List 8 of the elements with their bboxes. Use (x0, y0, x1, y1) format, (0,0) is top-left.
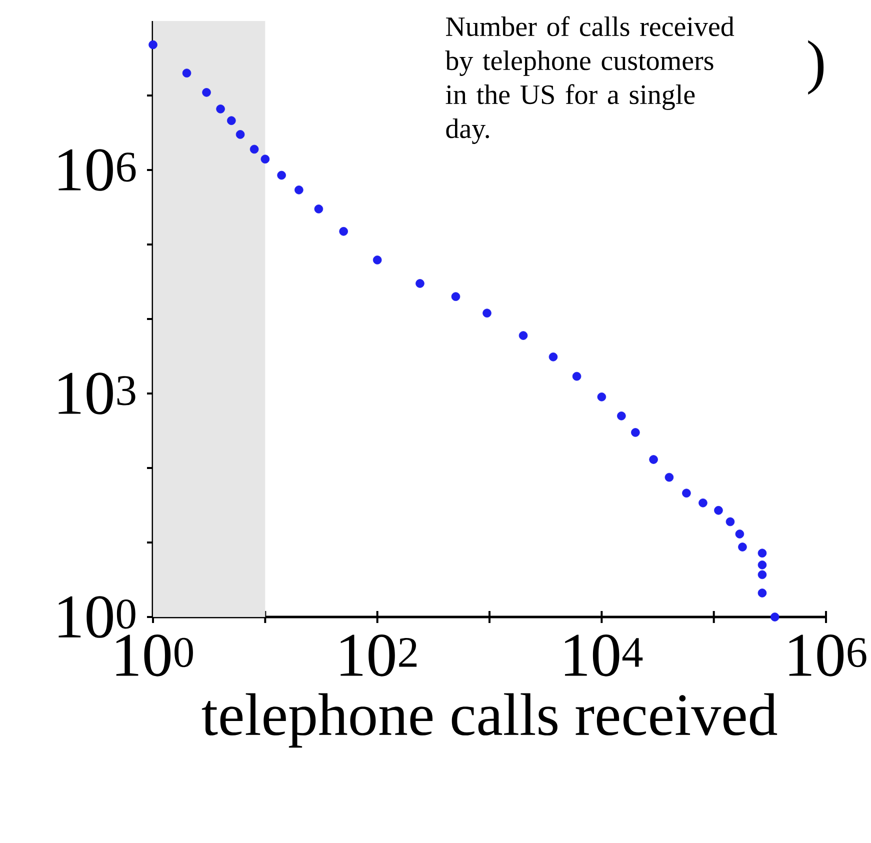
annotation: Number of calls received by telephone customers in the US for a single day. (445, 16, 734, 144)
y-tick-label: 10$^{3}$ (58, 372, 136, 414)
x-tick-label: 10$^{4}$ (565, 634, 643, 676)
x-axis-title: telephone calls received (202, 693, 778, 748)
y-tick-label: 10$^{6}$ (58, 149, 136, 191)
annotation: ) (808, 40, 824, 95)
x-tick-label: 10$^{6}$ (789, 634, 866, 676)
x-tick-label: 10$^{2}$ (340, 634, 417, 676)
